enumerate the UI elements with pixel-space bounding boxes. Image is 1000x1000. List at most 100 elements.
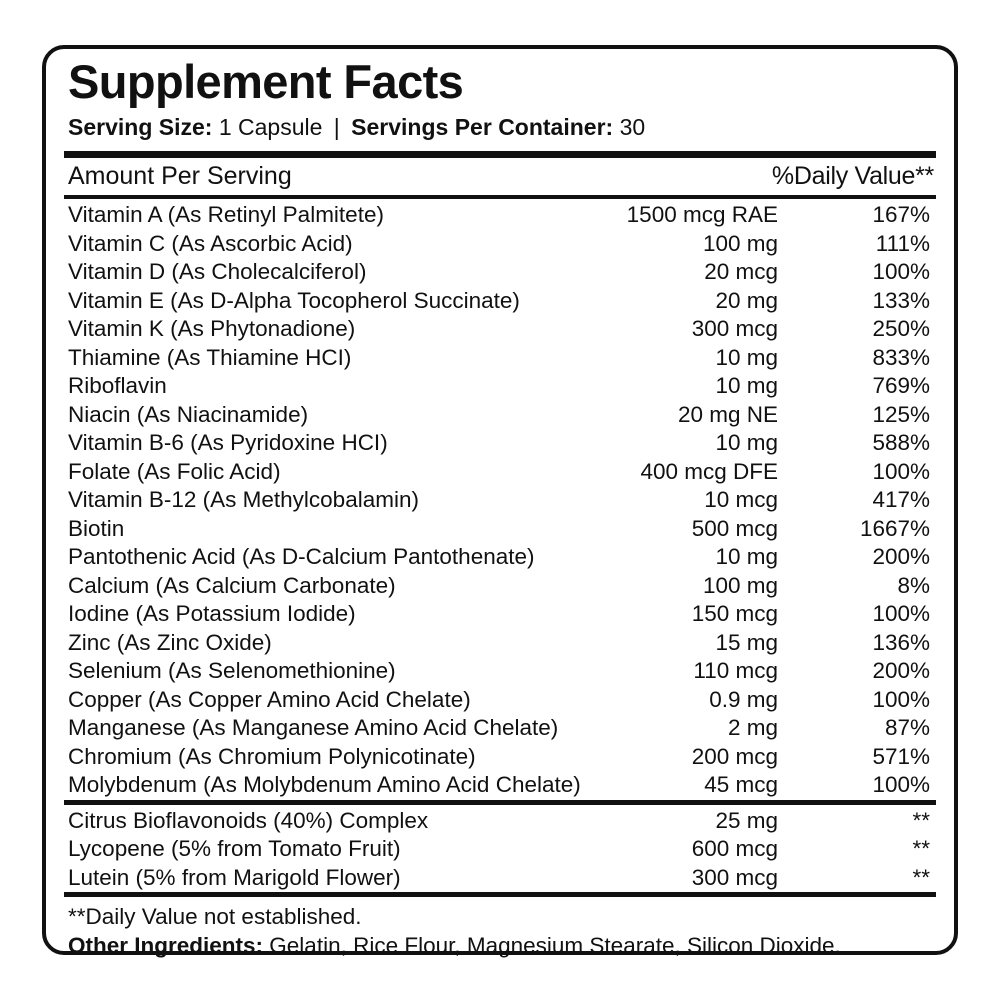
servings-per-container-value: 30	[619, 114, 646, 140]
nutrient-amount: 100 mg	[702, 230, 778, 256]
nutrient-row: Selenium (As Selenomethionine) 110 mcg 200…	[64, 657, 936, 686]
nutrient-row: Iodine (As Potassium Iodide) 150 mcg 100%	[64, 600, 936, 629]
nutrient-daily-value: **	[912, 864, 930, 890]
servings-per-container-label: Servings Per Container:	[351, 114, 614, 140]
nutrient-daily-value: 8%	[897, 572, 930, 598]
nutrient-row: Vitamin B-12 (As Methylcobalamin) 10 mcg 4…	[64, 486, 936, 515]
nutrient-amount: 100 mg	[702, 572, 778, 598]
nutrient-name: Vitamin K (As Phytonadione)	[68, 316, 356, 342]
label-footer: **Daily Value not established. Other Ing…	[64, 897, 936, 960]
nutrient-name: Riboflavin	[68, 373, 167, 399]
amount-per-serving-header: Amount Per Serving	[68, 162, 292, 191]
nutrient-amount: 600 mcg	[691, 836, 778, 862]
nutrient-name: Niacin (As Niacinamide)	[68, 401, 309, 427]
nutrient-row: Thiamine (As Thiamine HCI) 10 mg 833%	[64, 344, 936, 373]
nutrient-row: Folate (As Folic Acid) 400 mcg DFE 100%	[64, 458, 936, 487]
divider-under-serving	[64, 151, 936, 159]
nutrient-amount: 10 mg	[715, 344, 778, 370]
supplement-facts-panel: Supplement Facts Serving Size: 1 Capsule…	[42, 45, 958, 958]
nutrient-row: Pantothenic Acid (As D-Calcium Pantothen…	[64, 543, 936, 572]
nutrient-row: Riboflavin 10 mg 769%	[64, 372, 936, 401]
nutrient-name: Copper (As Copper Amino Acid Chelate)	[68, 686, 471, 712]
nutrient-daily-value: 417%	[872, 487, 930, 513]
nutrient-name: Zinc (As Zinc Oxide)	[68, 629, 272, 655]
serving-size-value: 1 Capsule	[218, 114, 323, 140]
nutrient-daily-value: 100%	[872, 458, 930, 484]
other-ingredients-value: Gelatin, Rice Flour, Magnesium Stearate,…	[269, 933, 841, 959]
nutrient-name: Molybdenum (As Molybdenum Amino Acid Che…	[68, 772, 581, 798]
other-ingredients-line: Other Ingredients: Gelatin, Rice Flour, …	[68, 931, 936, 960]
nutrient-amount: 10 mg	[715, 544, 778, 570]
nutrient-row: Manganese (As Manganese Amino Acid Chela…	[64, 714, 936, 743]
daily-value-footnote: **Daily Value not established.	[68, 904, 362, 930]
nutrient-row: Vitamin A (As Retinyl Palmitete) 1500 mcg…	[64, 201, 936, 230]
nutrient-name: Vitamin B-6 (As Pyridoxine HCI)	[68, 430, 388, 456]
nutrient-amount: 150 mcg	[691, 601, 778, 627]
nutrient-name: Vitamin A (As Retinyl Palmitete)	[68, 202, 384, 228]
nutrient-row: Niacin (As Niacinamide) 20 mg NE 125%	[64, 401, 936, 430]
nutrient-name: Selenium (As Selenomethionine)	[68, 658, 396, 684]
nutrient-daily-value: 136%	[872, 629, 930, 655]
nutrient-amount: 2 mg	[727, 715, 778, 741]
nutrient-row: Vitamin C (As Ascorbic Acid) 100 mg 111%	[64, 230, 936, 259]
nutrient-daily-value: 1667%	[859, 515, 930, 541]
nutrient-row: Biotin 500 mcg 1667%	[64, 515, 936, 544]
nutrient-daily-value: **	[912, 836, 930, 862]
nutrient-name: Citrus Bioflavonoids (40%) Complex	[68, 807, 429, 833]
nutrient-daily-value: 87%	[884, 715, 930, 741]
nutrient-name: Vitamin D (As Cholecalciferol)	[68, 259, 367, 285]
divider-above-other-nutrients	[64, 799, 936, 805]
nutrient-amount: 300 mcg	[691, 316, 778, 342]
nutrient-name: Chromium (As Chromium Polynicotinate)	[68, 743, 476, 769]
nutrient-row: Calcium (As Calcium Carbonate) 100 mg 8%	[64, 572, 936, 601]
nutrient-amount: 10 mcg	[704, 487, 778, 513]
nutrient-name: Biotin	[68, 515, 125, 541]
nutrient-name: Lutein (5% from Marigold Flower)	[68, 864, 401, 890]
nutrient-daily-value: 111%	[875, 230, 930, 256]
nutrient-row: Copper (As Copper Amino Acid Chelate) 0.9…	[64, 686, 936, 715]
nutrient-amount: 500 mcg	[691, 515, 778, 541]
nutrient-name: Folate (As Folic Acid)	[68, 458, 281, 484]
nutrient-name: Pantothenic Acid (As D-Calcium Pantothen…	[68, 544, 535, 570]
nutrient-amount: 0.9 mg	[709, 686, 778, 712]
nutrient-row: Chromium (As Chromium Polynicotinate) 200…	[64, 743, 936, 772]
nutrient-name: Thiamine (As Thiamine HCI)	[68, 344, 352, 370]
nutrient-daily-value: 200%	[872, 544, 930, 570]
page-title: Supplement Facts	[68, 55, 464, 108]
other-nutrient-list: Citrus Bioflavonoids (40%) Complex 25 mg *…	[64, 805, 936, 893]
nutrient-row: Vitamin K (As Phytonadione) 300 mcg 250%	[64, 315, 936, 344]
table-header-row: Amount Per Serving %Daily Value**	[64, 158, 936, 195]
nutrient-daily-value: 100%	[872, 772, 930, 798]
nutrient-amount: 300 mcg	[691, 864, 778, 890]
nutrient-row: Vitamin D (As Cholecalciferol) 20 mcg 100%	[64, 258, 936, 287]
nutrient-amount: 45 mcg	[704, 772, 778, 798]
nutrient-daily-value: 200%	[872, 658, 930, 684]
nutrient-amount: 10 mg	[715, 373, 778, 399]
nutrient-row: Vitamin B-6 (As Pyridoxine HCI) 10 mg 588%	[64, 429, 936, 458]
nutrient-amount: 15 mg	[715, 629, 778, 655]
nutrient-name: Vitamin C (As Ascorbic Acid)	[68, 230, 353, 256]
nutrient-amount: 1500 mcg RAE	[626, 202, 778, 228]
nutrient-amount: 200 mcg	[691, 743, 778, 769]
nutrient-amount: 20 mcg	[704, 259, 778, 285]
nutrient-amount: 110 mcg	[693, 658, 778, 684]
nutrient-name: Vitamin B-12 (As Methylcobalamin)	[68, 487, 419, 513]
nutrient-daily-value: 833%	[872, 344, 930, 370]
nutrient-daily-value: 100%	[872, 686, 930, 712]
nutrient-amount: 25 mg	[715, 807, 778, 833]
nutrient-name: Vitamin E (As D-Alpha Tocopherol Succina…	[68, 287, 520, 313]
nutrient-amount: 20 mg NE	[677, 401, 778, 427]
nutrient-daily-value: 588%	[872, 430, 930, 456]
nutrient-daily-value: 133%	[872, 287, 930, 313]
serving-separator: |	[333, 114, 340, 140]
divider-above-footnote	[64, 892, 936, 898]
nutrient-daily-value: 571%	[872, 743, 930, 769]
nutrient-amount: 10 mg	[715, 430, 778, 456]
divider-under-header	[64, 195, 936, 200]
nutrient-daily-value: **	[912, 807, 930, 833]
nutrient-row: Molybdenum (As Molybdenum Amino Acid Che…	[64, 771, 936, 800]
nutrient-daily-value: 250%	[872, 316, 930, 342]
daily-value-header: %Daily Value**	[771, 162, 934, 191]
nutrient-name: Manganese (As Manganese Amino Acid Chela…	[68, 715, 559, 741]
nutrient-name: Lycopene (5% from Tomato Fruit)	[68, 836, 401, 862]
